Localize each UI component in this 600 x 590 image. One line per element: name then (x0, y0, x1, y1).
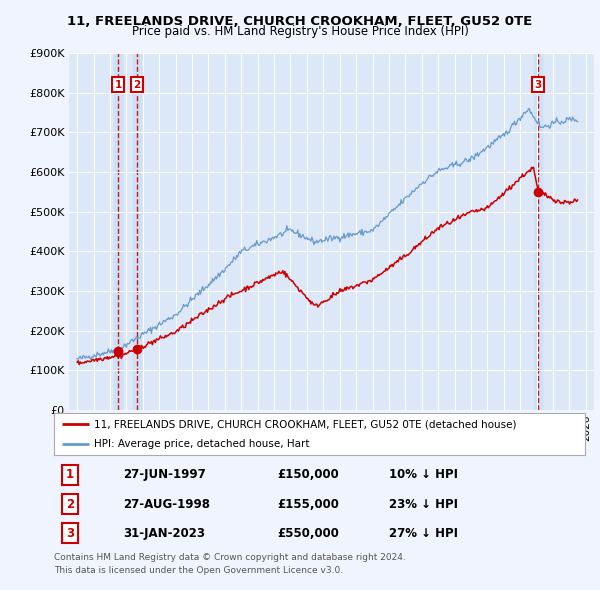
Text: Contains HM Land Registry data © Crown copyright and database right 2024.: Contains HM Land Registry data © Crown c… (54, 553, 406, 562)
Text: 11, FREELANDS DRIVE, CHURCH CROOKHAM, FLEET, GU52 0TE (detached house): 11, FREELANDS DRIVE, CHURCH CROOKHAM, FL… (94, 419, 517, 430)
Text: 10% ↓ HPI: 10% ↓ HPI (389, 468, 458, 481)
Text: 27% ↓ HPI: 27% ↓ HPI (389, 527, 458, 540)
Bar (114, 53, 122, 410)
Text: £150,000: £150,000 (277, 468, 339, 481)
Text: 31-JAN-2023: 31-JAN-2023 (123, 527, 205, 540)
Text: 1: 1 (115, 80, 122, 90)
Text: 2: 2 (66, 497, 74, 511)
Text: 3: 3 (534, 80, 542, 90)
Text: This data is licensed under the Open Government Licence v3.0.: This data is licensed under the Open Gov… (54, 566, 343, 575)
Text: 23% ↓ HPI: 23% ↓ HPI (389, 497, 458, 511)
Bar (133, 53, 142, 410)
Text: 27-AUG-1998: 27-AUG-1998 (123, 497, 210, 511)
Text: 3: 3 (66, 527, 74, 540)
Text: HPI: Average price, detached house, Hart: HPI: Average price, detached house, Hart (94, 439, 310, 449)
Text: £155,000: £155,000 (277, 497, 339, 511)
Text: 2: 2 (134, 80, 141, 90)
Bar (534, 53, 542, 410)
Text: 1: 1 (66, 468, 74, 481)
Text: £550,000: £550,000 (277, 527, 339, 540)
Text: 11, FREELANDS DRIVE, CHURCH CROOKHAM, FLEET, GU52 0TE: 11, FREELANDS DRIVE, CHURCH CROOKHAM, FL… (67, 15, 533, 28)
Text: 27-JUN-1997: 27-JUN-1997 (123, 468, 206, 481)
Text: Price paid vs. HM Land Registry's House Price Index (HPI): Price paid vs. HM Land Registry's House … (131, 25, 469, 38)
